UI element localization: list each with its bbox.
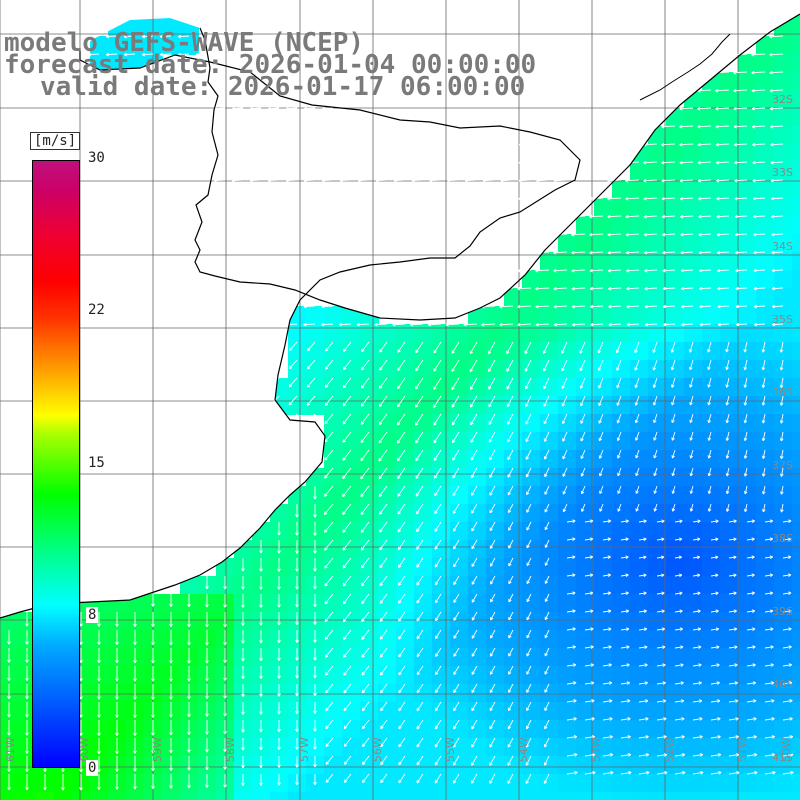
colorbar xyxy=(32,160,80,768)
coastline xyxy=(0,13,800,619)
colorbar-tick-22: 22 xyxy=(86,302,107,318)
latitude-labels: 32S 33S 34S 35S 36S 37S 38S 39S 40S 41S xyxy=(772,93,793,764)
colorbar-tick-8: 8 xyxy=(86,607,99,623)
lon-label: 58W xyxy=(224,737,237,762)
land-mask xyxy=(0,0,800,618)
longitude-labels: 61W 60W 59W 58W 57W 56W 55W 54W 53W 52W 51W 50W xyxy=(4,737,793,762)
lon-label: 61W xyxy=(4,737,17,762)
lat-label: 32S xyxy=(772,93,793,106)
lon-label: 60W xyxy=(78,737,91,762)
model-title: modelo GEFS-WAVE (NCEP) xyxy=(4,28,365,58)
lon-label: 55W xyxy=(444,737,457,762)
lon-label: 59W xyxy=(151,737,164,762)
lat-label: 35S xyxy=(772,313,793,326)
lat-label: 33S xyxy=(772,166,793,179)
lon-label: 53W xyxy=(590,737,603,762)
colorbar-tick-0: 0 xyxy=(86,760,99,776)
lat-label: 39S xyxy=(772,605,793,618)
lon-label: 52W xyxy=(663,737,676,762)
lat-label: 34S xyxy=(772,240,793,253)
lat-label: 40S xyxy=(772,678,793,691)
colorbar-tick-15: 15 xyxy=(86,455,107,471)
lon-label: 51W xyxy=(736,737,749,762)
lon-label: 50W xyxy=(780,737,793,762)
lon-label: 57W xyxy=(298,737,311,762)
valid-date: valid date: 2026-01-17 06:00:00 xyxy=(40,72,526,102)
lat-label: 41S xyxy=(772,751,793,764)
forecast-date: forecast date: 2026-01-04 00:00:00 xyxy=(4,50,537,80)
colorbar-unit: [m/s] xyxy=(30,132,81,150)
lon-label: 54W xyxy=(517,737,530,762)
lat-label: 37S xyxy=(772,459,793,472)
lat-label: 38S xyxy=(772,532,793,545)
colorbar-tick-30: 30 xyxy=(86,150,107,166)
lon-label: 56W xyxy=(371,737,384,762)
lat-label: 36S xyxy=(772,386,793,399)
